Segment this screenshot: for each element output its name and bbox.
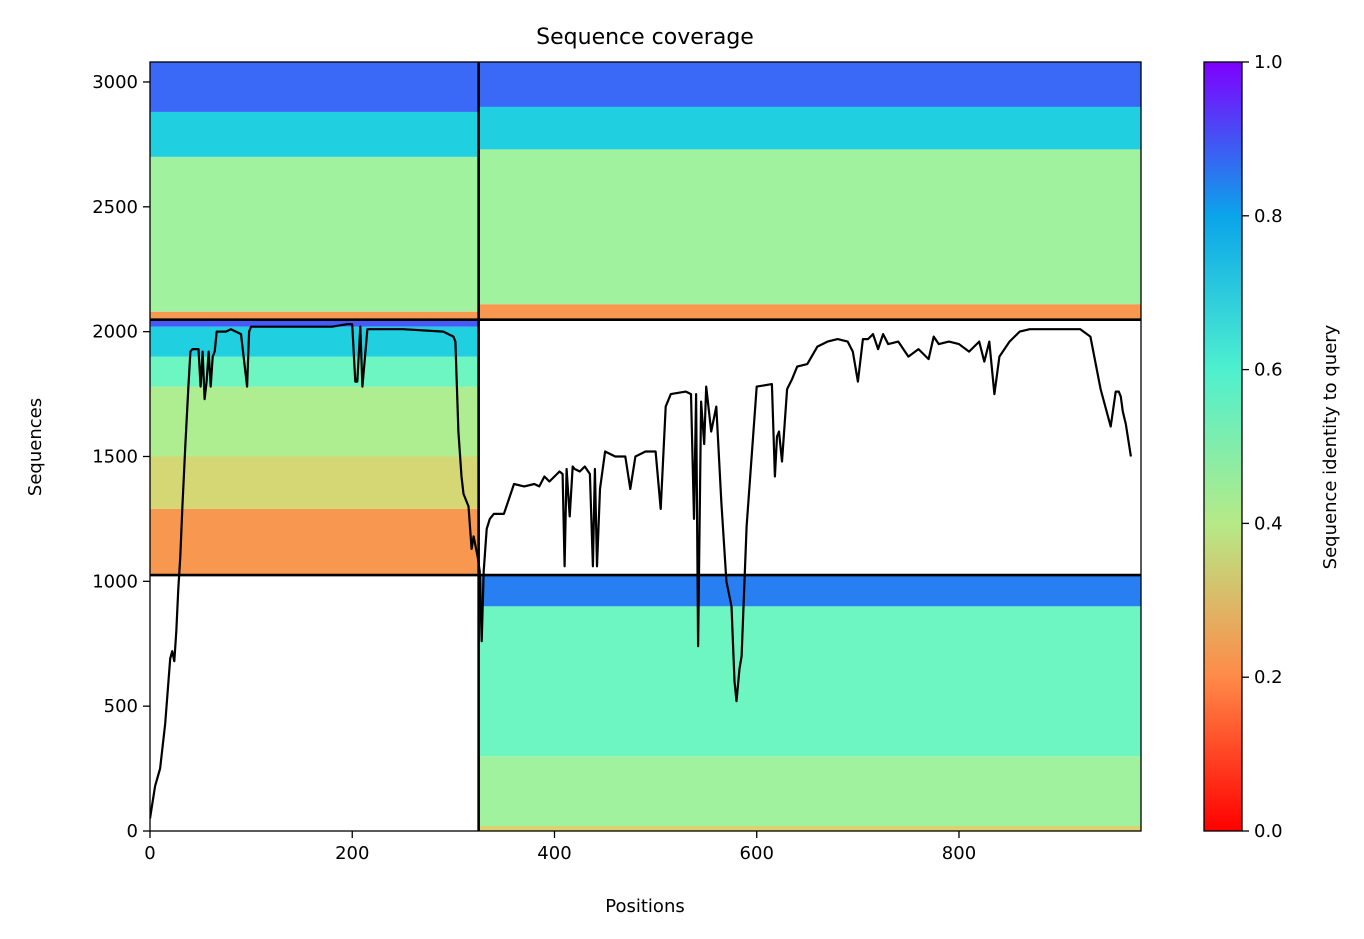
identity-band: [478, 149, 1141, 305]
x-tick-label: 400: [537, 843, 571, 864]
x-axis: 0 200 400 600 800: [144, 831, 976, 864]
chain-boundaries: [150, 62, 1141, 831]
y-tick-label: 2500: [92, 197, 138, 218]
y-axis-label: Sequences: [25, 398, 46, 496]
colorbar-label: Sequence identity to query: [1320, 324, 1341, 569]
plot-frame: [149, 61, 1142, 832]
x-tick-label: 800: [942, 843, 976, 864]
identity-band: [150, 319, 479, 327]
colorbar-tick-label: 0.0: [1254, 821, 1283, 842]
alignment-block: [478, 62, 1141, 320]
x-tick-label: 0: [144, 843, 155, 864]
identity-band: [150, 62, 479, 112]
y-tick-label: 0: [127, 821, 138, 842]
alignment-block: [478, 575, 1141, 831]
colorbar-tick-label: 0.4: [1254, 513, 1283, 534]
identity-band: [150, 386, 479, 457]
colorbar: 0.0 0.2 0.4 0.6 0.8 1.0 Sequence identity to …: [1203, 52, 1341, 842]
identity-band: [478, 304, 1141, 320]
y-tick-label: 3000: [92, 72, 138, 93]
y-tick-label: 1500: [92, 446, 138, 467]
colorbar-tick-label: 0.6: [1254, 360, 1283, 381]
colorbar-gradient: [1203, 61, 1243, 832]
x-tick-label: 600: [740, 843, 774, 864]
identity-band: [150, 311, 479, 320]
identity-band: [478, 756, 1141, 827]
identity-band: [150, 326, 479, 357]
colorbar-tick-label: 0.2: [1254, 667, 1283, 688]
colorbar-ticks: 0.0 0.2 0.4 0.6 0.8 1.0: [1242, 52, 1283, 842]
x-axis-label: Positions: [605, 896, 684, 917]
colorbar-tick-label: 1.0: [1254, 52, 1283, 73]
coverage-heatmap: [150, 62, 1141, 831]
coverage-line: [150, 323, 1132, 819]
identity-band: [478, 62, 1141, 107]
y-axis: 0 500 1000 1500 2000 2500 3000: [92, 72, 150, 842]
identity-band: [478, 826, 1141, 831]
x-tick-label: 200: [335, 843, 369, 864]
identity-band: [150, 111, 479, 157]
identity-band: [478, 106, 1141, 150]
identity-band: [150, 456, 479, 509]
colorbar-tick-label: 0.8: [1254, 206, 1283, 227]
identity-band: [150, 156, 479, 312]
alignment-block: [150, 319, 479, 576]
plot-area: [149, 61, 1142, 832]
chart-title: Sequence coverage: [536, 25, 754, 50]
y-tick-label: 2000: [92, 322, 138, 343]
identity-band: [478, 575, 1141, 607]
y-tick-label: 500: [104, 696, 138, 717]
identity-band: [478, 606, 1141, 757]
identity-band: [150, 508, 479, 576]
y-tick-label: 1000: [92, 571, 138, 592]
alignment-block: [150, 62, 479, 320]
